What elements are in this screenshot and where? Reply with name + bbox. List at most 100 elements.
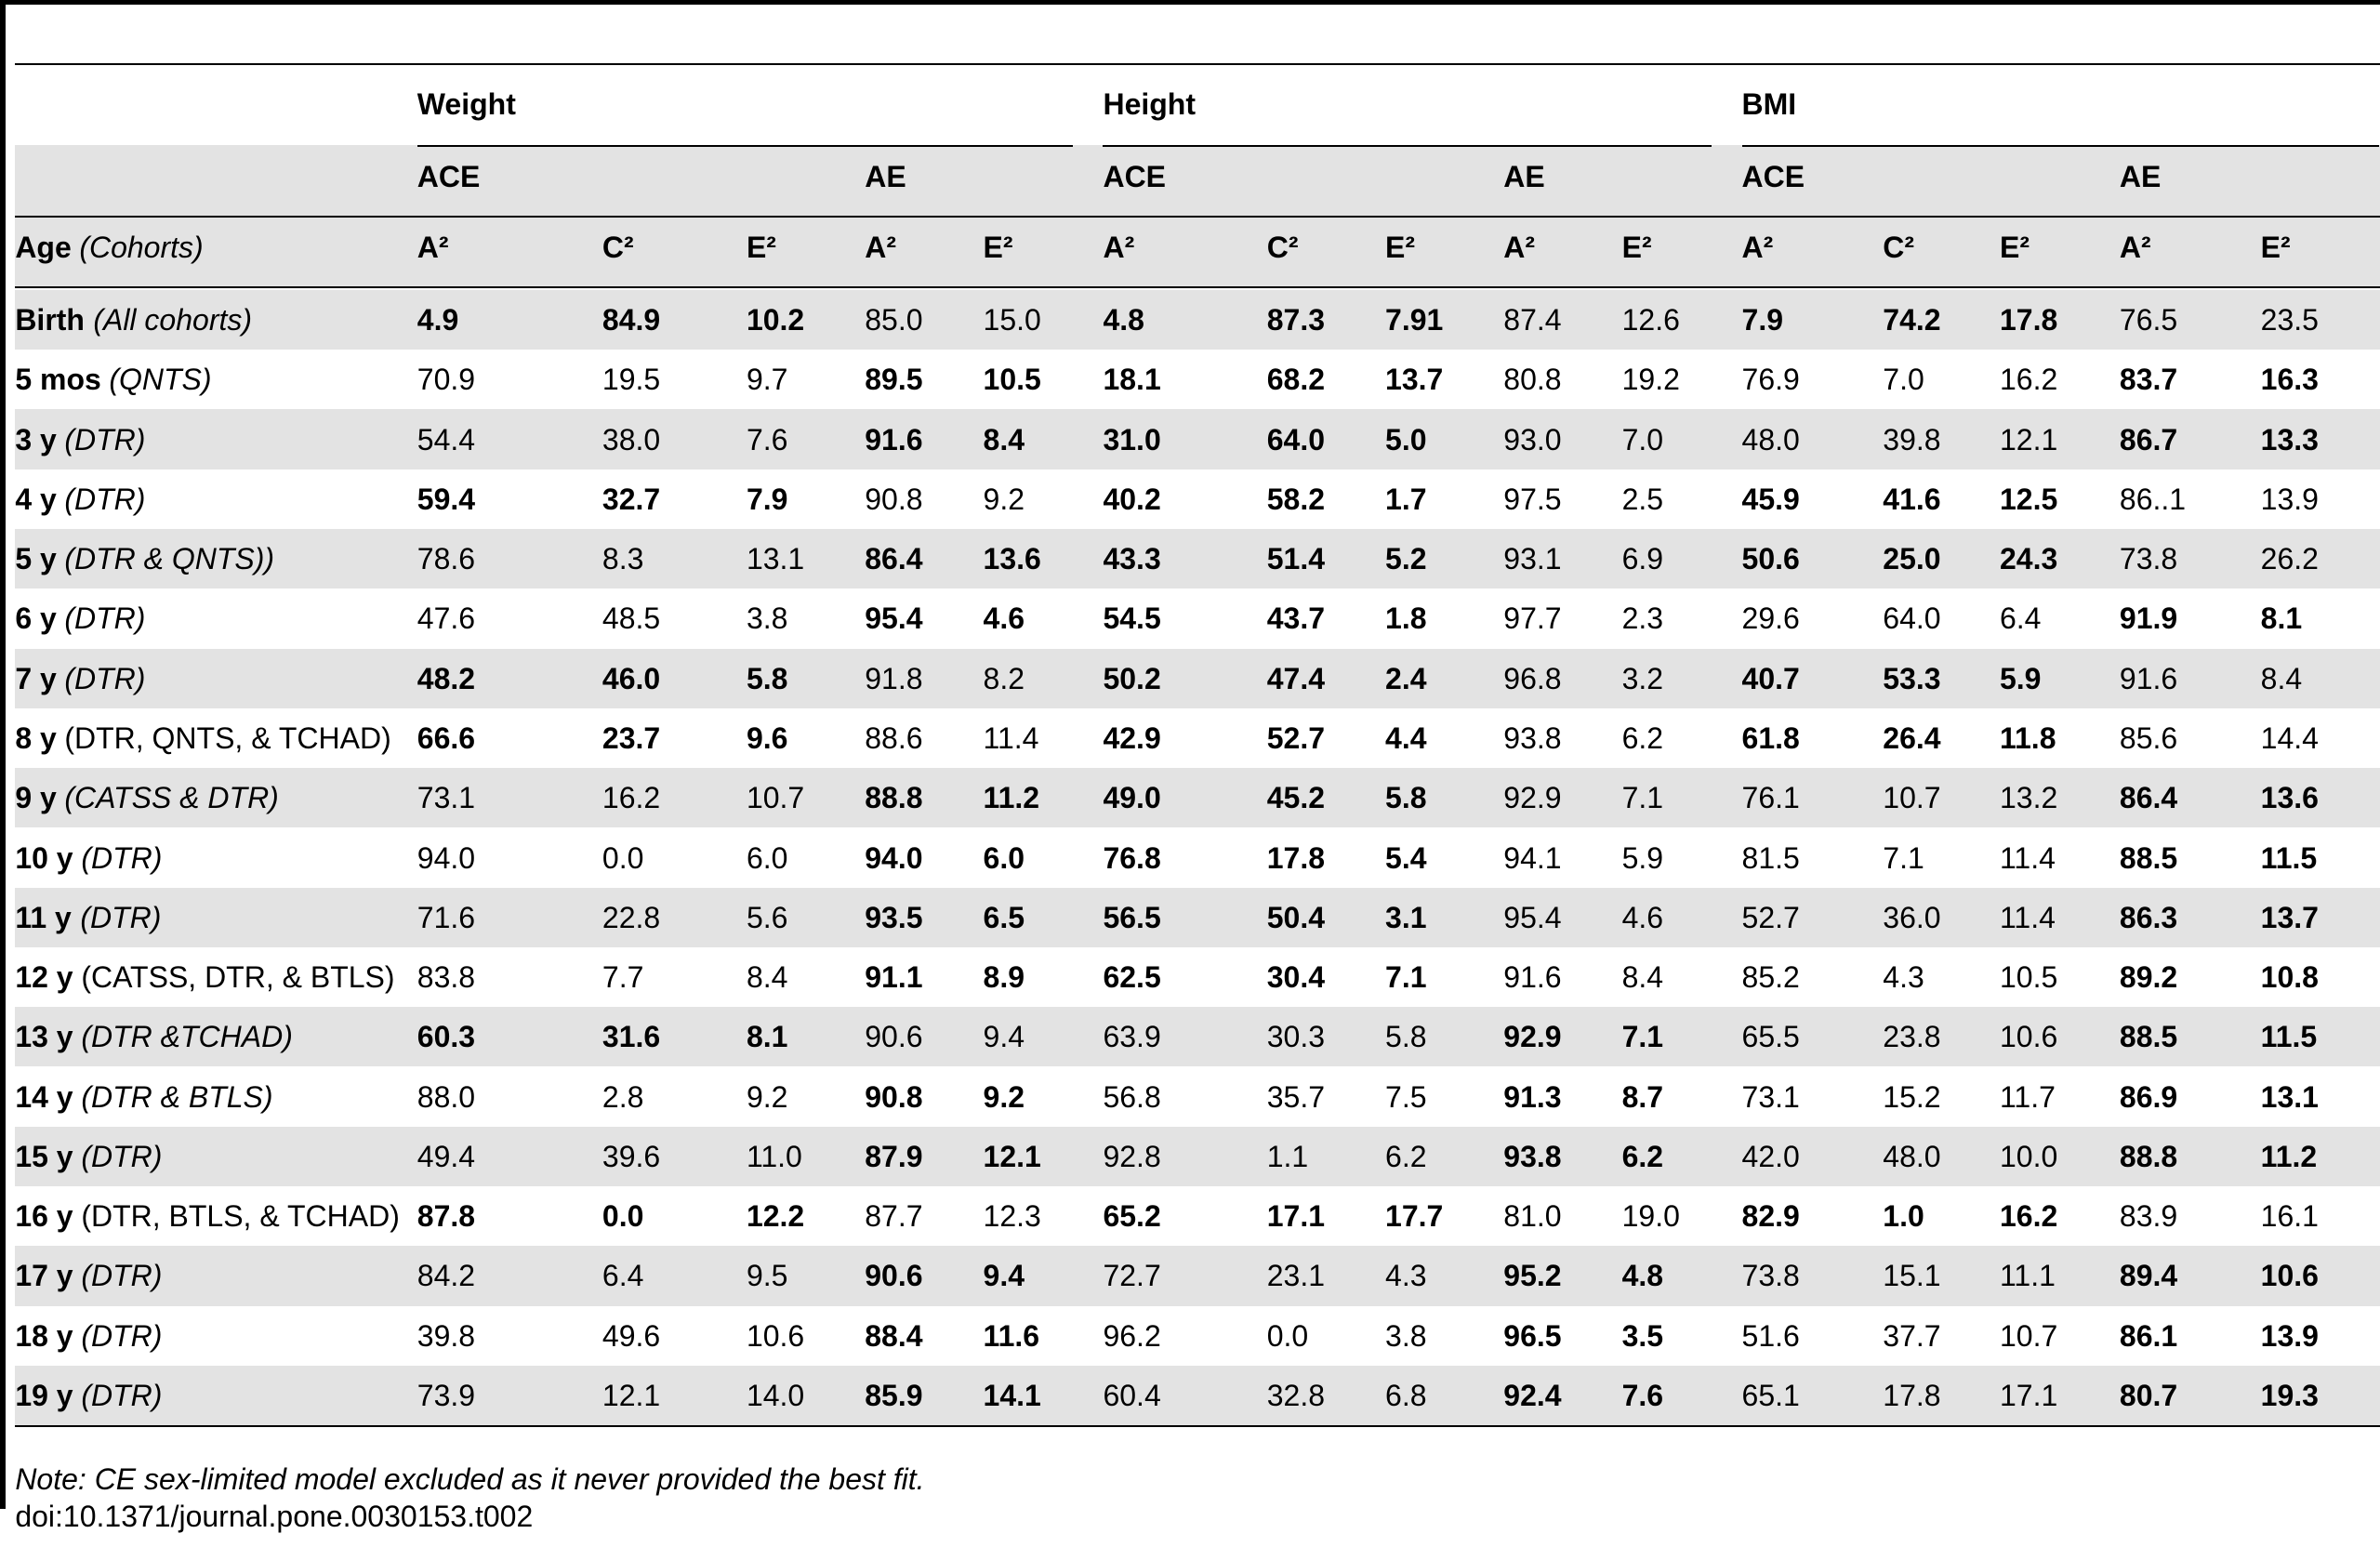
value-cell: 12.5 <box>1999 482 2058 516</box>
value-cell: 0.0 <box>602 840 644 875</box>
value-cell: 6.2 <box>1385 1139 1427 1173</box>
value-cell: 47.6 <box>416 602 476 636</box>
value-cell: 5.9 <box>1999 661 2042 695</box>
value-cell: 5.4 <box>1385 840 1427 875</box>
column-header: A² <box>416 231 449 265</box>
value-cell: 9.5 <box>746 1259 788 1293</box>
value-cell: 92.8 <box>1103 1139 1161 1173</box>
value-cell: 88.5 <box>2119 840 2178 875</box>
value-cell: 13.7 <box>2260 900 2319 934</box>
value-cell: 13.6 <box>2260 781 2319 815</box>
age-cell: 12 y <box>15 960 73 995</box>
age-cell: 15 y <box>15 1139 73 1173</box>
cohorts-cell: (DTR) <box>80 900 162 934</box>
value-cell: 11.7 <box>1999 1079 2056 1114</box>
value-cell: 7.6 <box>746 422 788 456</box>
value-cell: 86.4 <box>865 542 923 576</box>
value-cell: 83.7 <box>2119 363 2178 397</box>
value-cell: 6.4 <box>602 1259 644 1293</box>
value-cell: 0.0 <box>602 1199 644 1234</box>
value-cell: 7.91 <box>1385 303 1444 337</box>
value-cell: 65.5 <box>1741 1020 1800 1054</box>
value-cell: 3.8 <box>1385 1318 1427 1353</box>
value-cell: 73.1 <box>1741 1079 1800 1114</box>
value-cell: 73.1 <box>416 781 476 815</box>
value-cell: 86..1 <box>2119 482 2187 516</box>
value-cell: 10.7 <box>1883 781 1941 815</box>
value-cell: 17.8 <box>1999 303 2058 337</box>
row-shade <box>15 887 2380 947</box>
value-cell: 90.6 <box>865 1020 923 1054</box>
value-cell: 7.1 <box>1883 840 1924 875</box>
age-cell: 3 y <box>15 422 57 456</box>
value-cell: 7.1 <box>1385 960 1427 995</box>
value-cell: 9.2 <box>746 1079 788 1114</box>
column-header: A² <box>1741 231 1774 265</box>
value-cell: 22.8 <box>602 900 661 934</box>
value-cell: 82.9 <box>1741 1199 1800 1234</box>
age-header-cohorts: (Cohorts) <box>79 231 204 265</box>
value-cell: 6.8 <box>1385 1378 1427 1412</box>
model-header: AE <box>1503 159 1545 193</box>
value-cell: 13.9 <box>2260 1318 2319 1353</box>
value-cell: 2.4 <box>1385 661 1427 695</box>
value-cell: 5.0 <box>1385 422 1427 456</box>
value-cell: 17.8 <box>1266 840 1325 875</box>
cohorts-cell: (DTR & QNTS)) <box>64 542 275 576</box>
value-cell: 13.7 <box>1385 363 1444 397</box>
value-cell: 6.2 <box>1621 721 1664 755</box>
value-cell: 11.0 <box>746 1139 802 1173</box>
model-rule <box>1503 216 1712 218</box>
value-cell: 1.1 <box>1266 1139 1309 1173</box>
value-cell: 11.5 <box>2260 1020 2318 1054</box>
group-rule <box>416 144 1073 147</box>
row-shade <box>15 1126 2380 1186</box>
value-cell: 52.7 <box>1266 721 1325 755</box>
note: Note: CE sex-limited model excluded as i… <box>15 1461 925 1496</box>
value-cell: 88.0 <box>416 1079 476 1114</box>
value-cell: 11.2 <box>983 781 1040 815</box>
value-cell: 61.8 <box>1741 721 1800 755</box>
model-rule <box>865 216 1073 218</box>
group-rule <box>1103 144 1712 147</box>
value-cell: 9.7 <box>746 363 788 397</box>
left-border <box>0 0 6 1509</box>
value-cell: 13.1 <box>746 542 805 576</box>
value-cell: 8.1 <box>2260 602 2303 636</box>
value-cell: 12.1 <box>602 1378 661 1412</box>
value-cell: 5.9 <box>1621 840 1664 875</box>
value-cell: 7.1 <box>1621 781 1664 815</box>
value-cell: 59.4 <box>416 482 476 516</box>
cohorts-cell: (DTR, BTLS, & TCHAD) <box>81 1199 400 1234</box>
age-cell: 5 mos <box>15 363 101 397</box>
value-cell: 96.8 <box>1503 661 1562 695</box>
value-cell: 83.9 <box>2119 1199 2178 1234</box>
value-cell: 60.3 <box>416 1020 476 1054</box>
value-cell: 6.2 <box>1621 1139 1664 1173</box>
value-cell: 88.6 <box>865 721 923 755</box>
age-cell: 7 y <box>15 661 57 695</box>
value-cell: 93.5 <box>865 900 923 934</box>
value-cell: 54.5 <box>1103 602 1161 636</box>
value-cell: 85.6 <box>2119 721 2178 755</box>
value-cell: 3.1 <box>1385 900 1427 934</box>
value-cell: 31.0 <box>1103 422 1161 456</box>
value-cell: 13.6 <box>983 542 1041 576</box>
value-cell: 5.8 <box>1385 1020 1427 1054</box>
column-header: A² <box>1503 231 1536 265</box>
value-cell: 1.7 <box>1385 482 1427 516</box>
value-cell: 76.1 <box>1741 781 1800 815</box>
value-cell: 12.1 <box>1999 422 2058 456</box>
value-cell: 19.5 <box>602 363 661 397</box>
column-header: C² <box>1883 231 1915 265</box>
value-cell: 43.7 <box>1266 602 1325 636</box>
age-cell: 18 y <box>15 1318 73 1353</box>
value-cell: 95.4 <box>1503 900 1562 934</box>
value-cell: 50.4 <box>1266 900 1325 934</box>
value-cell: 13.1 <box>2260 1079 2319 1114</box>
value-cell: 3.2 <box>1621 661 1664 695</box>
value-cell: 11.8 <box>1999 721 2056 755</box>
cohorts-cell: (QNTS) <box>109 363 212 397</box>
value-cell: 48.0 <box>1741 422 1800 456</box>
value-cell: 18.1 <box>1103 363 1161 397</box>
